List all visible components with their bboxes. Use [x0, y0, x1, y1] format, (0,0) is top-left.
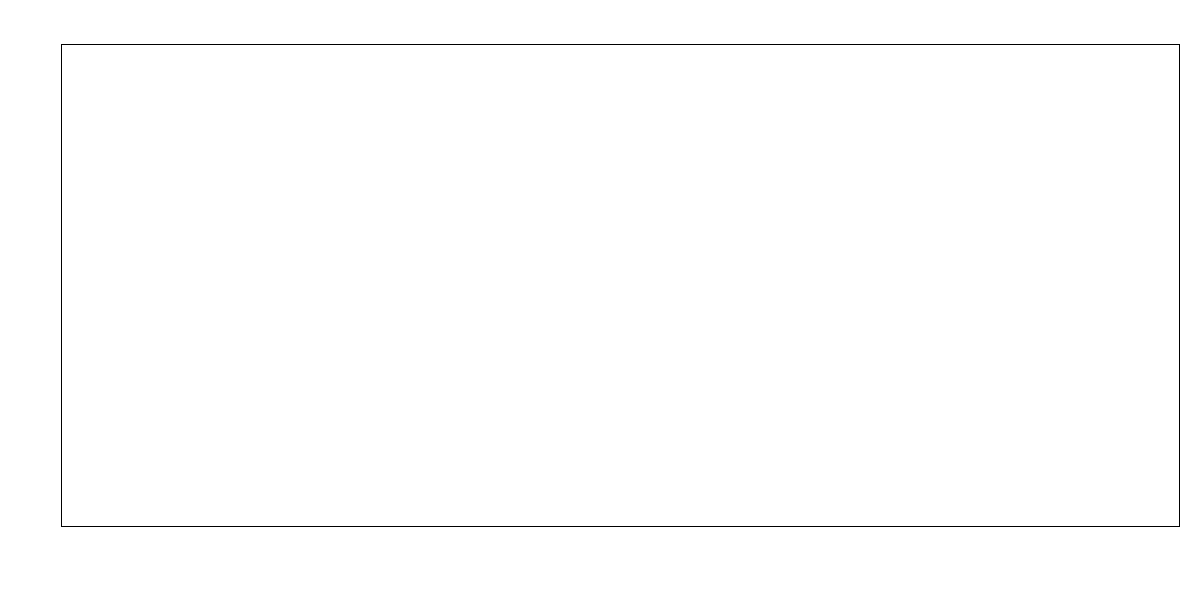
bars-row	[62, 45, 1179, 526]
plot-area	[61, 44, 1180, 527]
